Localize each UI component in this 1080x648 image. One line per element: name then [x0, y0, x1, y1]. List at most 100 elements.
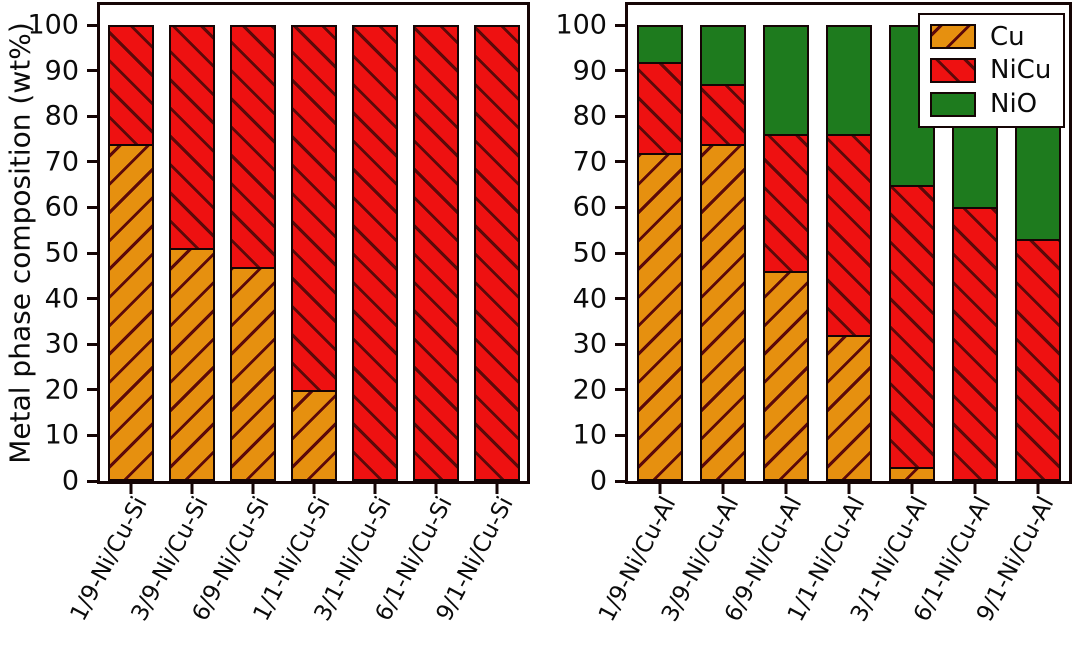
bar-segment-nicu [1014, 239, 1061, 481]
bar-segment-cu [762, 271, 809, 481]
y-tick [87, 388, 97, 392]
y-tick [87, 114, 97, 118]
stacked-bar [107, 25, 154, 481]
stacked-bar [825, 25, 872, 481]
bar-slot [405, 25, 466, 481]
y-axis-title: Metal phase composition (wt%) [3, 22, 37, 464]
x-tick [721, 484, 724, 494]
x-tick [129, 484, 132, 494]
x-tick [495, 484, 498, 494]
bar-segment-nicu [168, 25, 215, 249]
bar-segment-nicu [412, 25, 459, 481]
y-tick [615, 114, 625, 118]
y-tick [615, 23, 625, 27]
y-tick [615, 297, 625, 301]
y-tick [87, 23, 97, 27]
y-tick-label: 40 [572, 283, 607, 315]
bar-segment-nicu [888, 184, 935, 468]
y-tick-label: 60 [572, 191, 607, 223]
y-tick [87, 297, 97, 301]
bar-segment-nicu [229, 25, 276, 267]
y-tick [87, 433, 97, 437]
bar-segment-nicu [762, 134, 809, 272]
stacked-bar [168, 25, 215, 481]
x-tick [434, 484, 437, 494]
stacked-bar [412, 25, 459, 481]
stacked-bar [762, 25, 809, 481]
legend-label: NiO [990, 89, 1038, 120]
stacked-bar [229, 25, 276, 481]
y-tick-label: 20 [572, 374, 607, 406]
bar-slot [880, 25, 943, 481]
bar-segment-cu [107, 143, 154, 481]
y-tick-label: 40 [44, 283, 79, 315]
stacked-bar [290, 25, 337, 481]
y-tick-label: 20 [44, 374, 79, 406]
stacked-bar [351, 25, 398, 481]
y-tick [87, 479, 97, 483]
legend-swatch-nio [930, 91, 976, 117]
bar-segment-cu [699, 143, 746, 481]
bar-segment-cu [888, 467, 935, 481]
x-tick [973, 484, 976, 494]
x-tick [658, 484, 661, 494]
bar-segment-nicu [825, 134, 872, 336]
bar-segment-nicu [951, 207, 998, 481]
legend-swatch-cu [930, 24, 976, 50]
bar-segment-cu [290, 389, 337, 481]
y-tick-label: 70 [572, 146, 607, 178]
bar-segment-nicu [636, 61, 683, 153]
stacked-bar [1014, 25, 1061, 481]
y-tick-label: 0 [61, 465, 79, 497]
bar-segment-nicu [107, 25, 154, 144]
stacked-bar [473, 25, 520, 481]
y-tick [87, 342, 97, 346]
y-tick-label: 50 [44, 237, 79, 269]
y-tick [615, 69, 625, 73]
stacked-bar [699, 25, 746, 481]
legend-label: Cu [990, 21, 1025, 52]
bar-slot [344, 25, 405, 481]
bar-segment-cu [229, 266, 276, 481]
bar-segment-nio [699, 25, 746, 85]
y-tick-label: 10 [572, 419, 607, 451]
stacked-bar [888, 25, 935, 481]
y-tick [615, 205, 625, 209]
y-tick-label: 0 [589, 465, 607, 497]
legend-swatch-nicu [930, 57, 976, 83]
x-tick [910, 484, 913, 494]
y-tick-label: 70 [44, 146, 79, 178]
y-tick-label: 30 [44, 328, 79, 360]
legend-label: NiCu [990, 55, 1052, 86]
y-tick-label: 90 [44, 55, 79, 87]
x-tick [373, 484, 376, 494]
bar-slot [222, 25, 283, 481]
legend-entry-cu: Cu [930, 24, 1053, 50]
bar-segment-cu [825, 335, 872, 481]
y-tick-label: 80 [44, 100, 79, 132]
y-tick [615, 479, 625, 483]
bar-slot [754, 25, 817, 481]
legend: Cu NiCu NiO [918, 13, 1065, 128]
x-tick [190, 484, 193, 494]
y-tick-label: 30 [572, 328, 607, 360]
bars-container [100, 25, 527, 481]
y-tick-label: 50 [572, 237, 607, 269]
y-tick-label: 90 [572, 55, 607, 87]
y-tick-label: 10 [44, 419, 79, 451]
stacked-bar [636, 25, 683, 481]
y-tick-label: 100 [555, 9, 607, 41]
x-tick [847, 484, 850, 494]
y-tick [87, 205, 97, 209]
y-tick [615, 160, 625, 164]
y-tick [87, 69, 97, 73]
bar-segment-nio [762, 25, 809, 135]
bar-slot [100, 25, 161, 481]
bar-slot [691, 25, 754, 481]
bar-segment-nicu [290, 25, 337, 390]
y-tick [615, 388, 625, 392]
bar-segment-nicu [351, 25, 398, 481]
bar-segment-nio [825, 25, 872, 135]
y-tick [615, 251, 625, 255]
bar-segment-nio [636, 25, 683, 62]
